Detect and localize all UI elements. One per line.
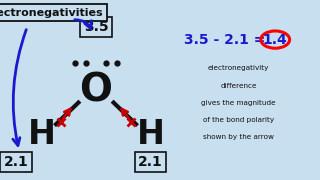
Text: 2.1: 2.1 <box>138 155 163 169</box>
Text: 3.5: 3.5 <box>84 20 108 34</box>
Text: O: O <box>79 71 113 109</box>
Text: electronegativities: electronegativities <box>0 8 104 18</box>
Text: 2.1: 2.1 <box>4 155 28 169</box>
Text: difference: difference <box>220 82 257 89</box>
Text: 1.4: 1.4 <box>263 33 288 47</box>
Text: H: H <box>136 118 164 152</box>
Text: H: H <box>28 118 56 152</box>
Text: shown by the arrow: shown by the arrow <box>203 134 274 140</box>
Text: of the bond polarity: of the bond polarity <box>203 117 274 123</box>
Text: gives the magnitude: gives the magnitude <box>201 100 276 106</box>
Text: 3.5 - 2.1 =: 3.5 - 2.1 = <box>184 33 270 47</box>
Text: electronegativity: electronegativity <box>208 65 269 71</box>
